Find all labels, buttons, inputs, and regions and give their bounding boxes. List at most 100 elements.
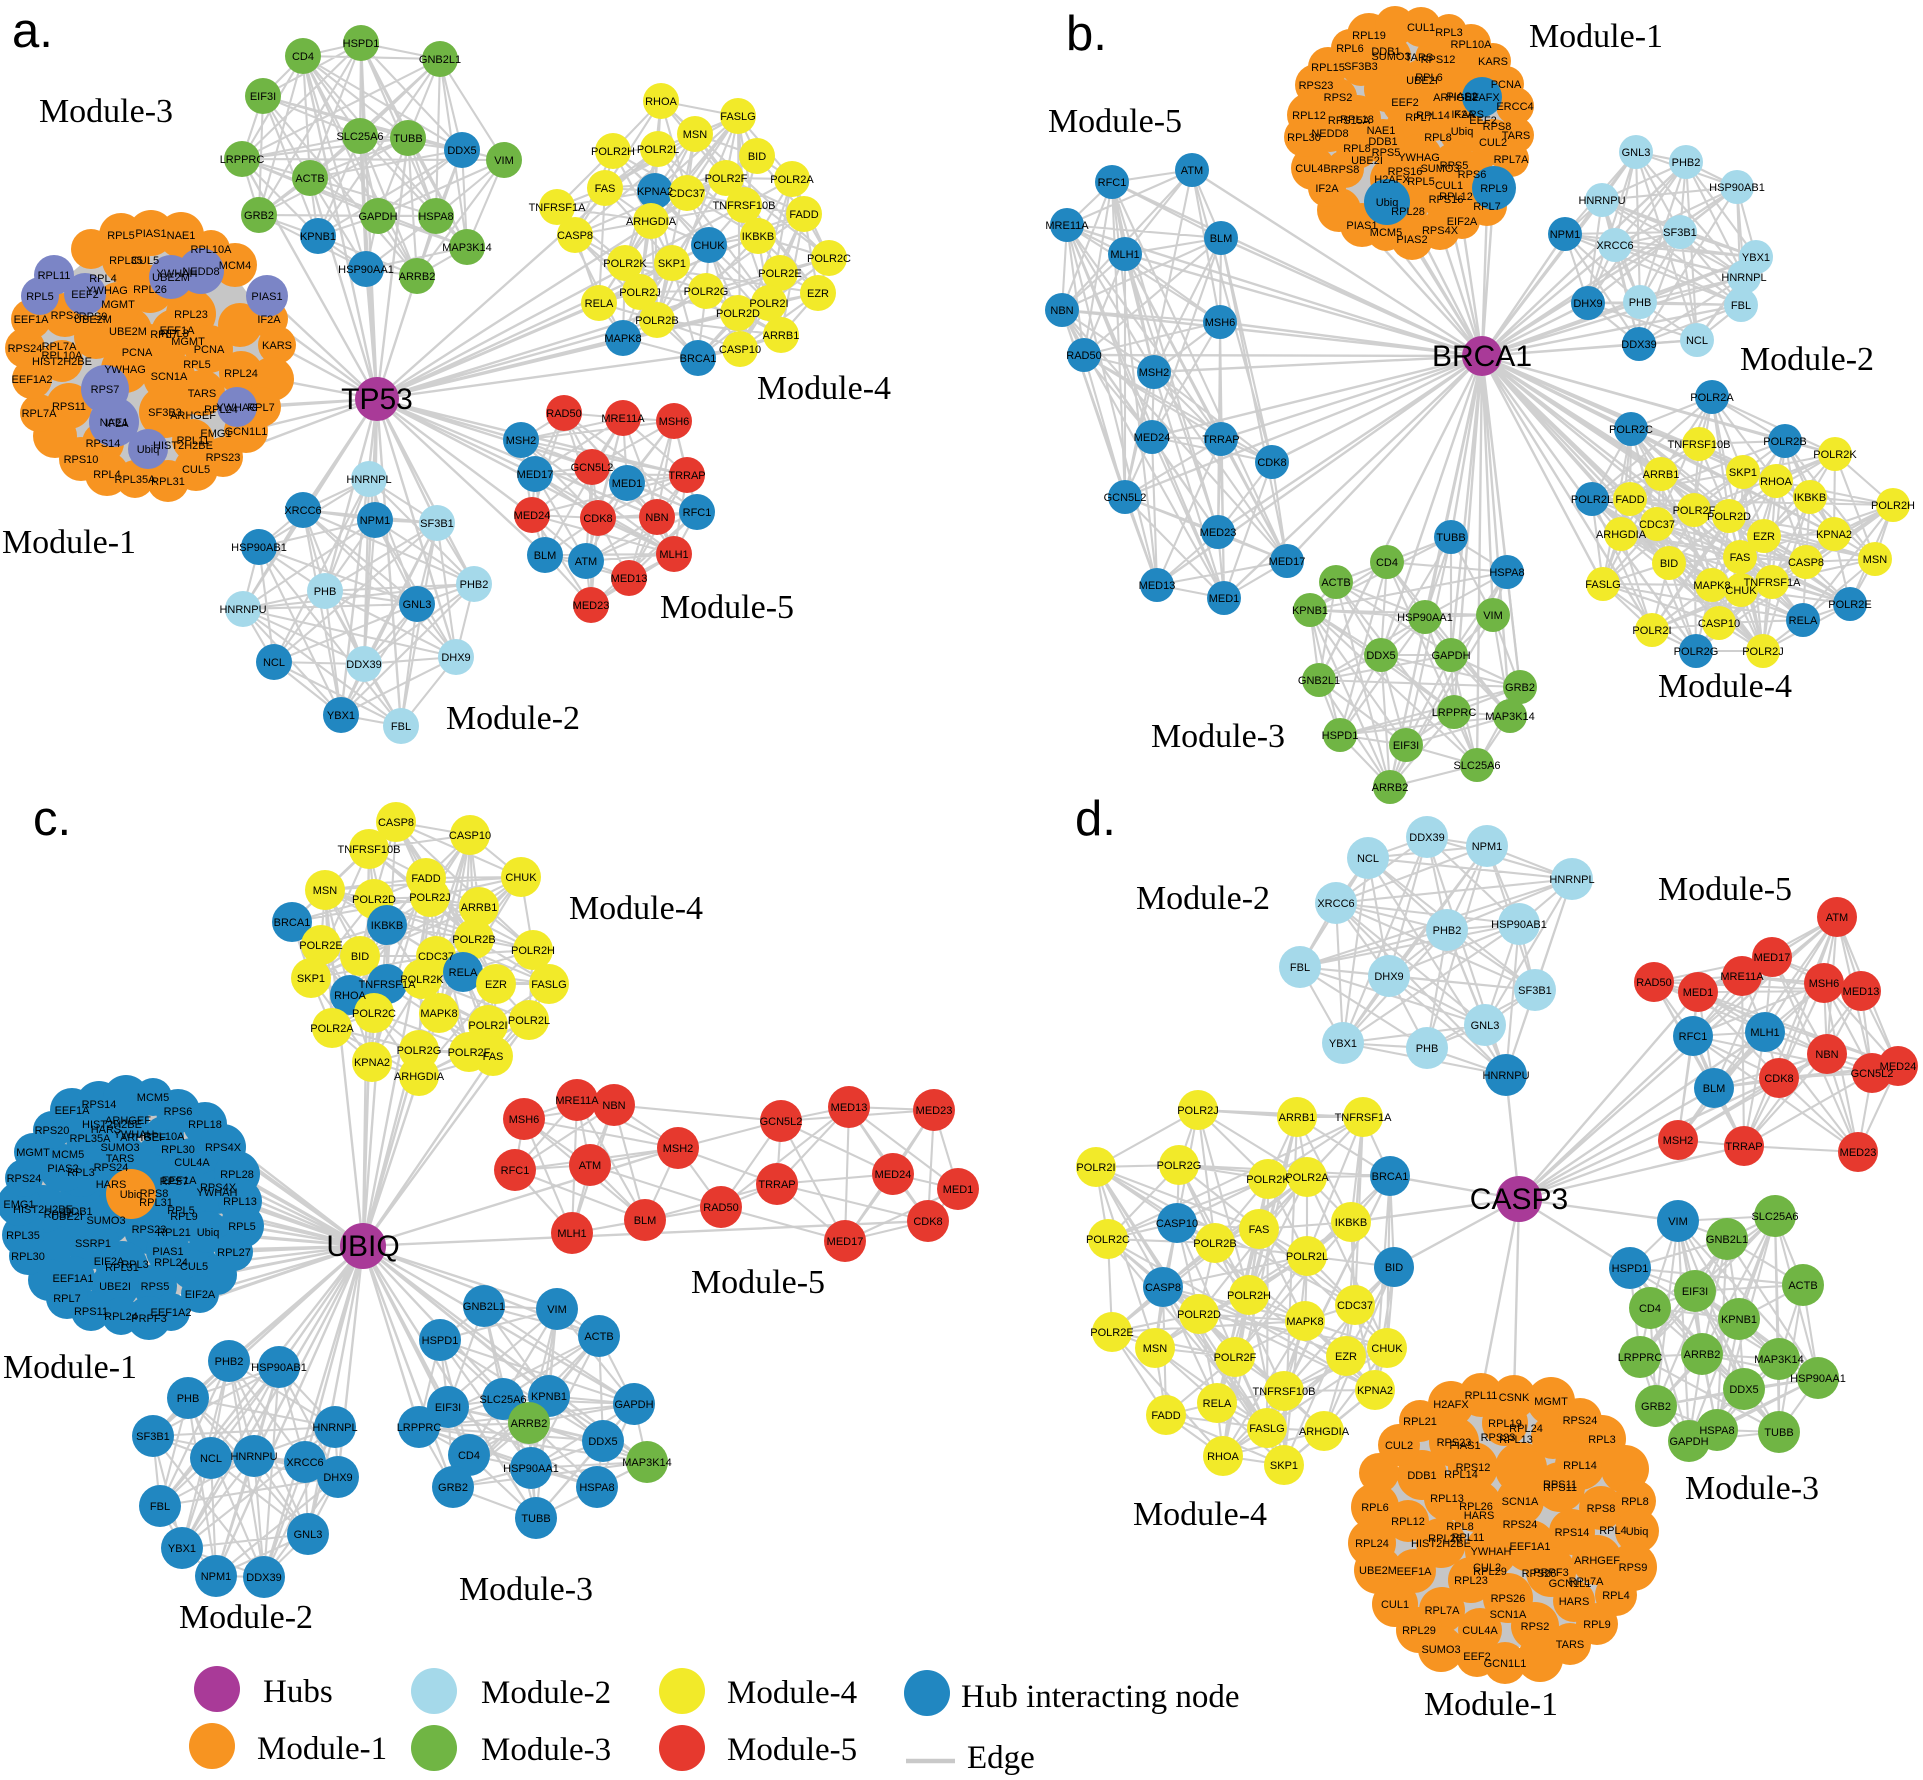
svg-text:YBX1: YBX1 [168, 1543, 196, 1555]
svg-text:NBN: NBN [602, 1100, 625, 1112]
svg-text:RPS11: RPS11 [1543, 1479, 1577, 1491]
svg-text:Module-2: Module-2 [1740, 341, 1874, 378]
svg-text:DDB1: DDB1 [1368, 136, 1397, 148]
svg-text:RPS26: RPS26 [1522, 1568, 1557, 1580]
svg-text:MAP3K14: MAP3K14 [442, 242, 492, 254]
svg-text:Edge: Edge [967, 1740, 1035, 1775]
svg-text:DDB1: DDB1 [63, 1206, 92, 1218]
svg-text:POLR2H: POLR2H [511, 945, 555, 957]
svg-text:NCL: NCL [263, 657, 285, 669]
svg-text:Module-1: Module-1 [1424, 1686, 1558, 1723]
svg-text:TUBB: TUBB [521, 1513, 550, 1525]
svg-text:MSH6: MSH6 [1809, 978, 1840, 990]
svg-text:RAD50: RAD50 [1636, 977, 1671, 989]
svg-text:SCN1A: SCN1A [151, 371, 188, 383]
svg-text:RPL30: RPL30 [161, 1144, 195, 1156]
svg-text:EEF1A: EEF1A [160, 325, 196, 337]
svg-text:PIAS1: PIAS1 [1346, 220, 1377, 232]
svg-text:RPS24: RPS24 [8, 343, 43, 355]
svg-text:RPL7: RPL7 [53, 1293, 81, 1305]
svg-text:ARRB1: ARRB1 [461, 902, 498, 914]
svg-text:RPL19: RPL19 [1488, 1418, 1522, 1430]
svg-text:CD4: CD4 [1376, 557, 1398, 569]
svg-text:SF3B3: SF3B3 [1344, 61, 1378, 73]
svg-text:RPS11: RPS11 [74, 1306, 108, 1318]
svg-text:HNRNPL: HNRNPL [312, 1422, 357, 1434]
svg-text:LRPPRC: LRPPRC [1432, 707, 1477, 719]
svg-text:EIF3I: EIF3I [435, 1402, 461, 1414]
svg-text:Module-2: Module-2 [481, 1675, 611, 1711]
svg-text:GNL3: GNL3 [1471, 1020, 1500, 1032]
svg-text:Module-5: Module-5 [1048, 103, 1182, 140]
svg-text:POLR2L: POLR2L [1286, 1251, 1328, 1263]
svg-text:HARS: HARS [91, 1124, 122, 1136]
svg-text:RPS8: RPS8 [1331, 164, 1360, 176]
svg-text:EEF2: EEF2 [1469, 115, 1497, 127]
svg-text:Module-2: Module-2 [1136, 880, 1270, 917]
svg-text:b.: b. [1066, 7, 1107, 61]
svg-text:PCNA: PCNA [122, 347, 153, 359]
svg-text:TP53: TP53 [341, 383, 413, 416]
svg-text:PHB2: PHB2 [460, 579, 489, 591]
svg-text:FADD: FADD [1615, 494, 1644, 506]
svg-text:RPS12: RPS12 [1456, 1462, 1491, 1474]
svg-text:KPNB1: KPNB1 [300, 231, 336, 243]
svg-text:EZR: EZR [485, 979, 507, 991]
svg-text:MGMT: MGMT [16, 1147, 50, 1159]
svg-text:MED24: MED24 [875, 1169, 912, 1181]
svg-text:SF3B1: SF3B1 [1518, 985, 1552, 997]
svg-text:ARHGDIA: ARHGDIA [1596, 529, 1647, 541]
svg-text:H2AFX: H2AFX [1433, 1399, 1469, 1411]
svg-text:POLR2B: POLR2B [1763, 436, 1806, 448]
svg-text:RPS24: RPS24 [1563, 1415, 1598, 1427]
svg-text:CDC37: CDC37 [669, 188, 705, 200]
svg-text:Hub interacting node: Hub interacting node [961, 1679, 1240, 1715]
svg-text:EIF2A: EIF2A [185, 1289, 216, 1301]
svg-text:GNL3: GNL3 [403, 599, 432, 611]
svg-text:RHOA: RHOA [1760, 476, 1792, 488]
svg-text:Module-4: Module-4 [757, 370, 891, 407]
svg-text:RPL24: RPL24 [104, 1311, 138, 1323]
svg-text:KPNA2: KPNA2 [1816, 529, 1852, 541]
svg-text:GCN5L2: GCN5L2 [760, 1116, 803, 1128]
svg-text:RPL21: RPL21 [1403, 1416, 1437, 1428]
svg-text:RPS23: RPS23 [1299, 80, 1334, 92]
svg-text:IKBKB: IKBKB [1335, 1217, 1367, 1229]
svg-text:RPS4X: RPS4X [200, 1182, 237, 1194]
svg-text:CUL5: CUL5 [182, 464, 210, 476]
svg-text:PHB: PHB [1629, 297, 1652, 309]
svg-text:MED17: MED17 [517, 469, 554, 481]
svg-text:RPS6: RPS6 [1458, 169, 1487, 181]
svg-text:HNRNPU: HNRNPU [1578, 195, 1625, 207]
svg-text:EEF1A2: EEF1A2 [12, 374, 53, 386]
svg-text:RPS23: RPS23 [206, 452, 241, 464]
svg-text:NBN: NBN [645, 512, 668, 524]
svg-text:EZR: EZR [807, 288, 829, 300]
svg-text:SCN1A: SCN1A [1502, 1496, 1539, 1508]
svg-text:SLC25A6: SLC25A6 [1751, 1211, 1798, 1223]
svg-text:RPL19: RPL19 [1352, 30, 1386, 42]
svg-text:RPL6: RPL6 [1415, 72, 1443, 84]
svg-text:RPS10: RPS10 [64, 454, 99, 466]
svg-text:MSH2: MSH2 [1663, 1135, 1694, 1147]
svg-text:FAS: FAS [483, 1051, 504, 1063]
svg-text:RPL7A: RPL7A [1494, 154, 1530, 166]
svg-text:POLR2E: POLR2E [299, 940, 342, 952]
svg-text:POLR2J: POLR2J [409, 892, 451, 904]
svg-text:POLR2L: POLR2L [637, 144, 679, 156]
svg-text:NPM1: NPM1 [1472, 841, 1503, 853]
svg-text:ARHGDIA: ARHGDIA [626, 216, 677, 228]
svg-text:MCM5: MCM5 [52, 1149, 84, 1161]
svg-text:BRCA1: BRCA1 [1372, 1171, 1409, 1183]
svg-text:FAS: FAS [1249, 1224, 1270, 1236]
svg-text:MLH1: MLH1 [659, 549, 688, 561]
svg-text:Module-1: Module-1 [1529, 18, 1663, 55]
svg-text:TRRAP: TRRAP [668, 470, 705, 482]
svg-text:CD4: CD4 [292, 51, 314, 63]
svg-text:YWHAH: YWHAH [157, 268, 198, 280]
svg-text:HSP90AB1: HSP90AB1 [1491, 919, 1547, 931]
svg-text:ACTB: ACTB [1788, 1280, 1817, 1292]
svg-text:CUL5: CUL5 [131, 255, 159, 267]
svg-text:MED23: MED23 [573, 600, 610, 612]
svg-text:HARS: HARS [1464, 1510, 1495, 1522]
